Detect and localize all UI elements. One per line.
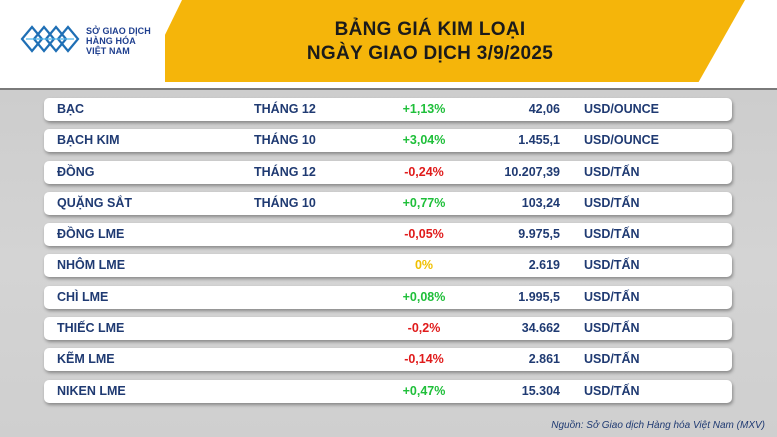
commodity-name: THIẾC LME [57,321,125,336]
table-row: CHÌ LME +0,08% 1.995,5 USD/TẤN [44,285,732,309]
table-row: ĐỒNG LME -0,05% 9.975,5 USD/TẤN [44,223,732,247]
commodity-name: NIKEN LME [57,383,126,398]
price-unit: USD/TẤN [584,164,640,179]
mxv-logo-icon [20,25,80,53]
price-value: 34.662 [521,321,560,336]
price-change: -0,2% [407,321,441,336]
price-unit: USD/TẤN [584,195,640,210]
commodity-name: NHÔM LME [57,258,126,273]
price-value: 103,24 [521,195,560,210]
source-note: Nguồn: Sở Giao dịch Hàng hóa Việt Nam (M… [551,420,765,431]
price-value: 1.995,5 [518,289,560,304]
price-unit: USD/OUNCE [584,133,660,148]
price-value: 15.304 [521,383,560,398]
commodity-name: ĐỒNG LME [57,227,125,242]
contract-term: THÁNG 10 [254,133,316,148]
price-change: -0,14% [404,352,444,367]
logo-line: SỞ GIAO DỊCH [86,26,151,36]
title-band [165,0,745,82]
contract-term: THÁNG 12 [254,164,316,179]
price-change: +0,08% [402,289,446,304]
table-row: BẠCH KIM THÁNG 10 +3,04% 1.455,1 USD/OUNCE [44,129,732,153]
title-line-2: NGÀY GIAO DỊCH 3/9/2025 [306,43,554,64]
price-unit: USD/OUNCE [584,102,660,116]
commodity-name: BẠCH KIM [57,133,120,148]
price-change: 0% [414,258,434,273]
commodity-name: BẠC [57,102,85,116]
table-row: ĐỒNG THÁNG 12 -0,24% 10.207,39 USD/TẤN [44,160,732,184]
contract-term: THÁNG 12 [254,102,316,116]
price-unit: USD/TẤN [584,289,640,304]
table-row: NHÔM LME 0% 2.619 USD/TẤN [44,254,732,278]
commodity-name: KẼM LME [57,352,115,367]
price-value: 2.619 [528,258,560,273]
price-value: 42,06 [528,102,560,116]
price-table: BẠC THÁNG 12 +1,13% 42,06 USD/OUNCE BẠCH KIM T… [44,98,732,411]
price-value: 9.975,5 [518,227,560,242]
price-change: -0,24% [404,164,444,179]
price-value: 2.861 [528,352,560,367]
contract-term: THÁNG 10 [254,195,316,210]
logo: SỞ GIAO DỊCH HÀNG HÓA VIỆT NAM [0,0,182,82]
header-banner: SỞ GIAO DỊCH HÀNG HÓA VIỆT NAM BẢNG GIÁ … [0,0,777,90]
price-unit: USD/TẤN [584,227,640,242]
table-row: NIKEN LME +0,47% 15.304 USD/TẤN [44,379,732,403]
commodity-name: CHÌ LME [57,289,109,304]
table-row: THIẾC LME -0,2% 34.662 USD/TẤN [44,317,732,341]
table-row: KẼM LME -0,14% 2.861 USD/TẤN [44,348,732,372]
commodity-name: QUẶNG SẮT [57,195,132,210]
price-change: +1,13% [402,102,446,116]
price-change: -0,05% [404,227,444,242]
logo-text: SỞ GIAO DỊCH HÀNG HÓA VIỆT NAM [86,26,151,56]
price-unit: USD/TẤN [584,383,640,398]
logo-line: VIỆT NAM [86,46,130,56]
table-row: BẠC THÁNG 12 +1,13% 42,06 USD/OUNCE [44,98,732,121]
table-row: QUẶNG SẮT THÁNG 10 +0,77% 103,24 USD/TẤN [44,191,732,215]
title-line-1: BẢNG GIÁ KIM LOẠI [334,19,526,40]
page-title: BẢNG GIÁ KIM LOẠI NGÀY GIAO DỊCH 3/9/202… [230,18,630,66]
price-change: +0,77% [402,195,446,210]
logo-line: HÀNG HÓA [86,36,136,46]
commodity-name: ĐỒNG [57,164,95,179]
price-unit: USD/TẤN [584,258,640,273]
price-change: +0,47% [402,383,446,398]
price-value: 1.455,1 [518,133,560,148]
price-change: +3,04% [402,133,446,148]
price-value: 10.207,39 [504,164,560,179]
price-unit: USD/TẤN [584,321,640,336]
price-unit: USD/TẤN [584,352,640,367]
